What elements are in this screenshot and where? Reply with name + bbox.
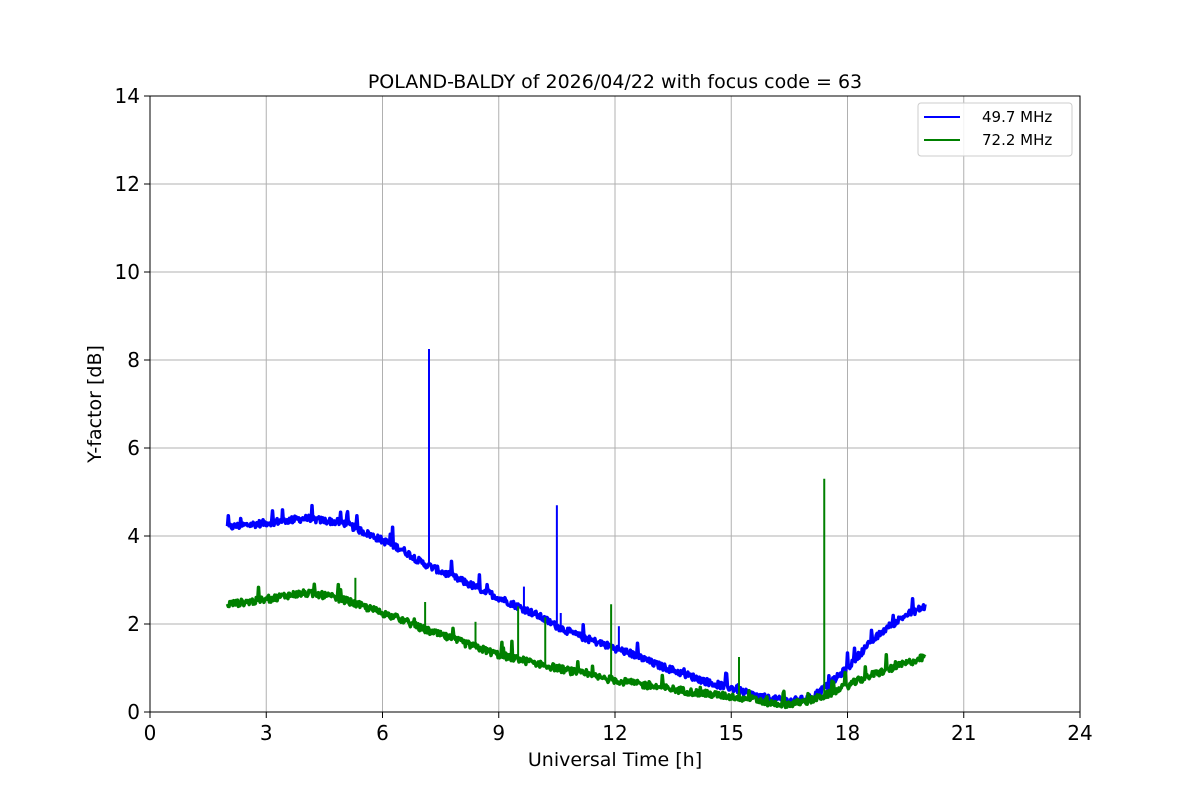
legend-label-49-7: 49.7 MHz <box>982 108 1052 126</box>
x-tick-label: 15 <box>719 721 744 745</box>
chart-title: POLAND-BALDY of 2026/04/22 with focus co… <box>368 71 862 93</box>
x-tick-label: 6 <box>376 721 389 745</box>
x-tick-label: 18 <box>835 721 860 745</box>
y-tick-label: 6 <box>127 436 140 460</box>
legend-label-72-2: 72.2 MHz <box>982 131 1052 149</box>
y-tick-label: 4 <box>127 524 140 548</box>
series-line-72-2-mhz <box>225 582 927 710</box>
y-tick-label: 12 <box>115 172 140 196</box>
series-layer <box>225 349 927 710</box>
y-tick-label: 2 <box>127 612 140 636</box>
y-tick-label: 10 <box>115 260 140 284</box>
x-tick-label: 24 <box>1067 721 1092 745</box>
y-axis-label: Y-factor [dB] <box>84 345 106 464</box>
legend: 49.7 MHz 72.2 MHz <box>917 102 1073 157</box>
x-tick-label: 3 <box>260 721 273 745</box>
x-tick-label: 9 <box>492 721 505 745</box>
y-tick-label: 0 <box>127 700 140 724</box>
y-tick-label: 8 <box>127 348 140 372</box>
x-axis-label: Universal Time [h] <box>528 749 702 771</box>
x-tick-label: 0 <box>144 721 157 745</box>
y-tick-label: 14 <box>115 84 140 108</box>
x-tick-label: 21 <box>951 721 976 745</box>
x-tick-label: 12 <box>602 721 627 745</box>
